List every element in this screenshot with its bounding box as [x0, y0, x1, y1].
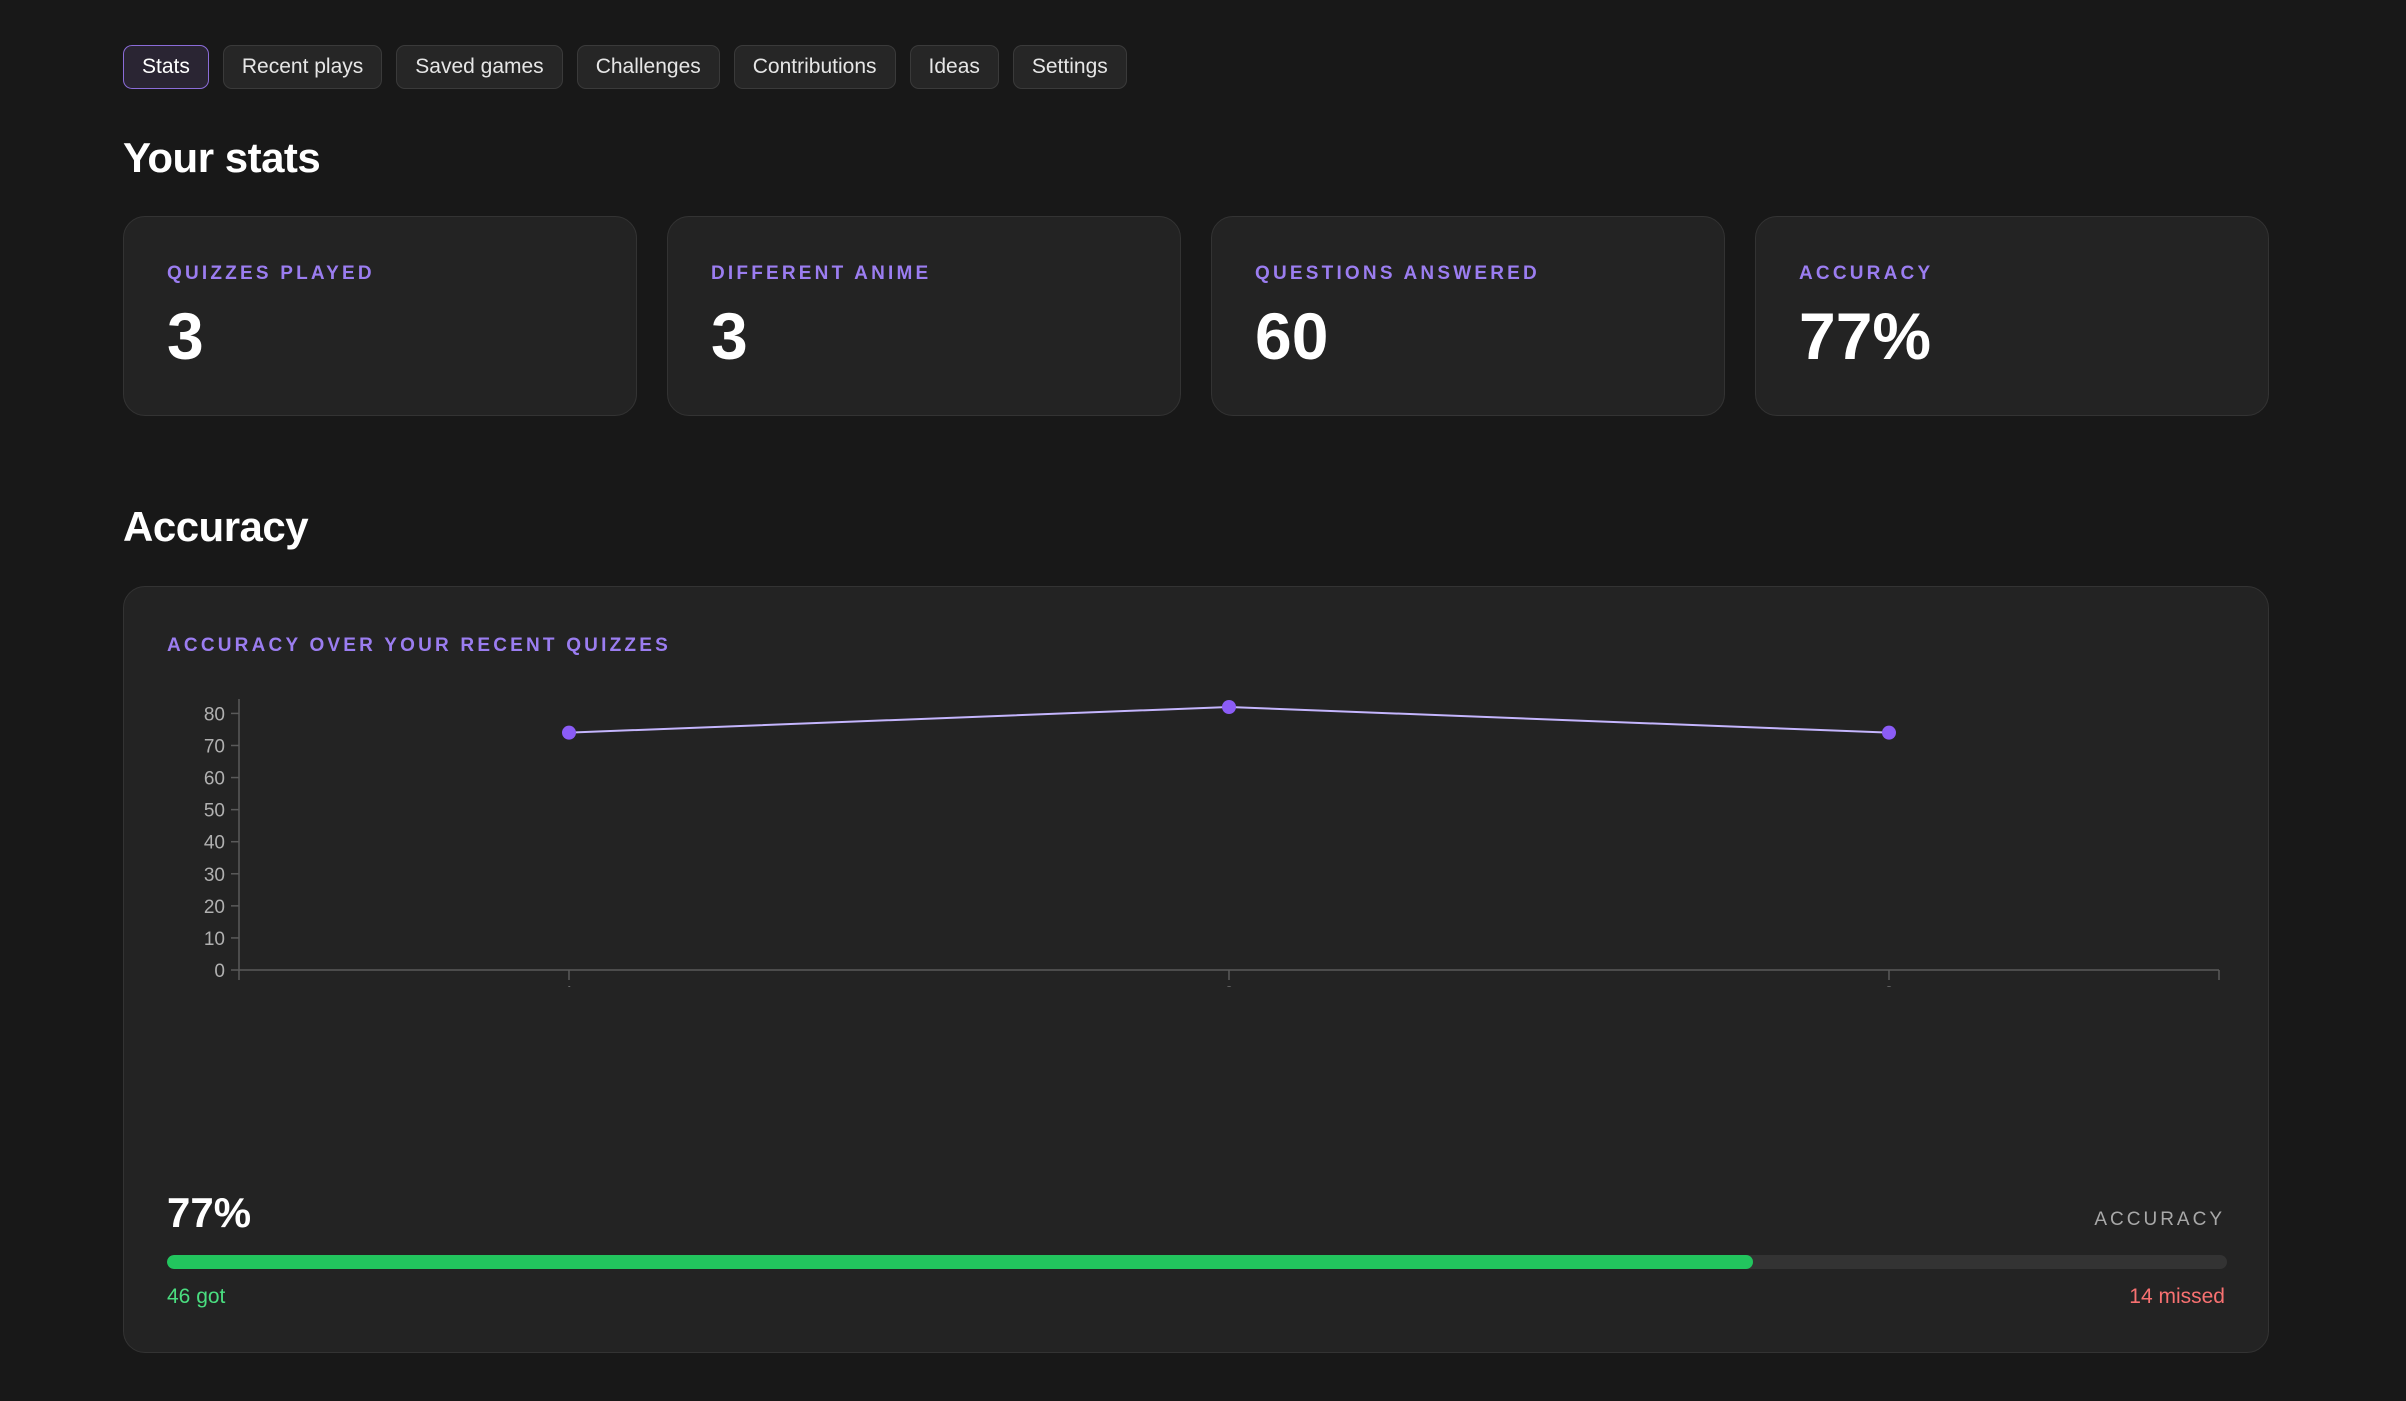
stat-card-accuracy: ACCURACY 77% [1755, 216, 2269, 416]
accuracy-progress-track [167, 1255, 2227, 1269]
missed-count: 14 missed [2129, 1285, 2225, 1308]
x-tick-label: 1 [564, 984, 575, 987]
y-tick-label: 20 [204, 897, 225, 918]
tab-settings[interactable]: Settings [1012, 45, 1127, 89]
y-tick-label: 40 [204, 833, 225, 854]
got-count: 46 got [167, 1285, 226, 1308]
accuracy-heading: Accuracy [123, 503, 309, 550]
accuracy-progress-fill [167, 1255, 1754, 1269]
accuracy-line-chart: 0 10 20 30 40 50 60 70 80 1 2 3 [204, 699, 2220, 987]
accuracy-data-point [562, 725, 576, 740]
y-tick-label: 50 [204, 801, 225, 822]
tab-stats[interactable]: Stats [123, 45, 209, 89]
stat-card-value: 3 [711, 299, 748, 373]
stat-cards: QUIZZES PLAYED 3 DIFFERENT ANIME 3 QUEST… [123, 216, 2269, 416]
y-tick-label: 80 [204, 704, 225, 725]
stat-card-questions-answered: QUESTIONS ANSWERED 60 [1211, 216, 1725, 416]
stat-card-value: 3 [167, 299, 204, 373]
y-tick-label: 10 [204, 929, 225, 950]
tab-contributions[interactable]: Contributions [733, 45, 896, 89]
stats-heading: Your stats [123, 134, 321, 181]
stat-card-value: 60 [1255, 299, 1329, 373]
tab-saved-games[interactable]: Saved games [396, 45, 563, 89]
accuracy-panel: ACCURACY OVER YOUR RECENT QUIZZES 0 10 20 3… [123, 586, 2269, 1353]
accuracy-percent: 77% [167, 1189, 252, 1236]
tab-ideas[interactable]: Ideas [909, 45, 999, 89]
x-tick-label: 3 [1884, 984, 1895, 987]
accuracy-panel-label: ACCURACY OVER YOUR RECENT QUIZZES [167, 635, 671, 656]
stat-card-label: QUESTIONS ANSWERED [1255, 263, 1540, 284]
y-tick-label: 30 [204, 865, 225, 886]
stat-card-value: 77% [1799, 299, 1932, 373]
accuracy-data-point [1882, 725, 1896, 740]
accuracy-data-point [1222, 700, 1236, 714]
stat-card-different-anime: DIFFERENT ANIME 3 [667, 216, 1181, 416]
accuracy-caption: ACCURACY [2094, 1209, 2225, 1230]
stat-card-label: DIFFERENT ANIME [711, 263, 932, 284]
tab-bar: Stats Recent plays Saved games Challenge… [123, 45, 1127, 89]
y-tick-label: 0 [214, 961, 225, 982]
y-tick-label: 60 [204, 769, 225, 790]
stat-card-label: ACCURACY [1799, 263, 1934, 284]
x-tick-label: 2 [1224, 984, 1235, 987]
stat-card-label: QUIZZES PLAYED [167, 263, 375, 284]
tab-recent-plays[interactable]: Recent plays [222, 45, 383, 89]
y-tick-label: 70 [204, 736, 225, 757]
stat-card-quizzes-played: QUIZZES PLAYED 3 [123, 216, 637, 416]
tab-challenges[interactable]: Challenges [576, 45, 720, 89]
